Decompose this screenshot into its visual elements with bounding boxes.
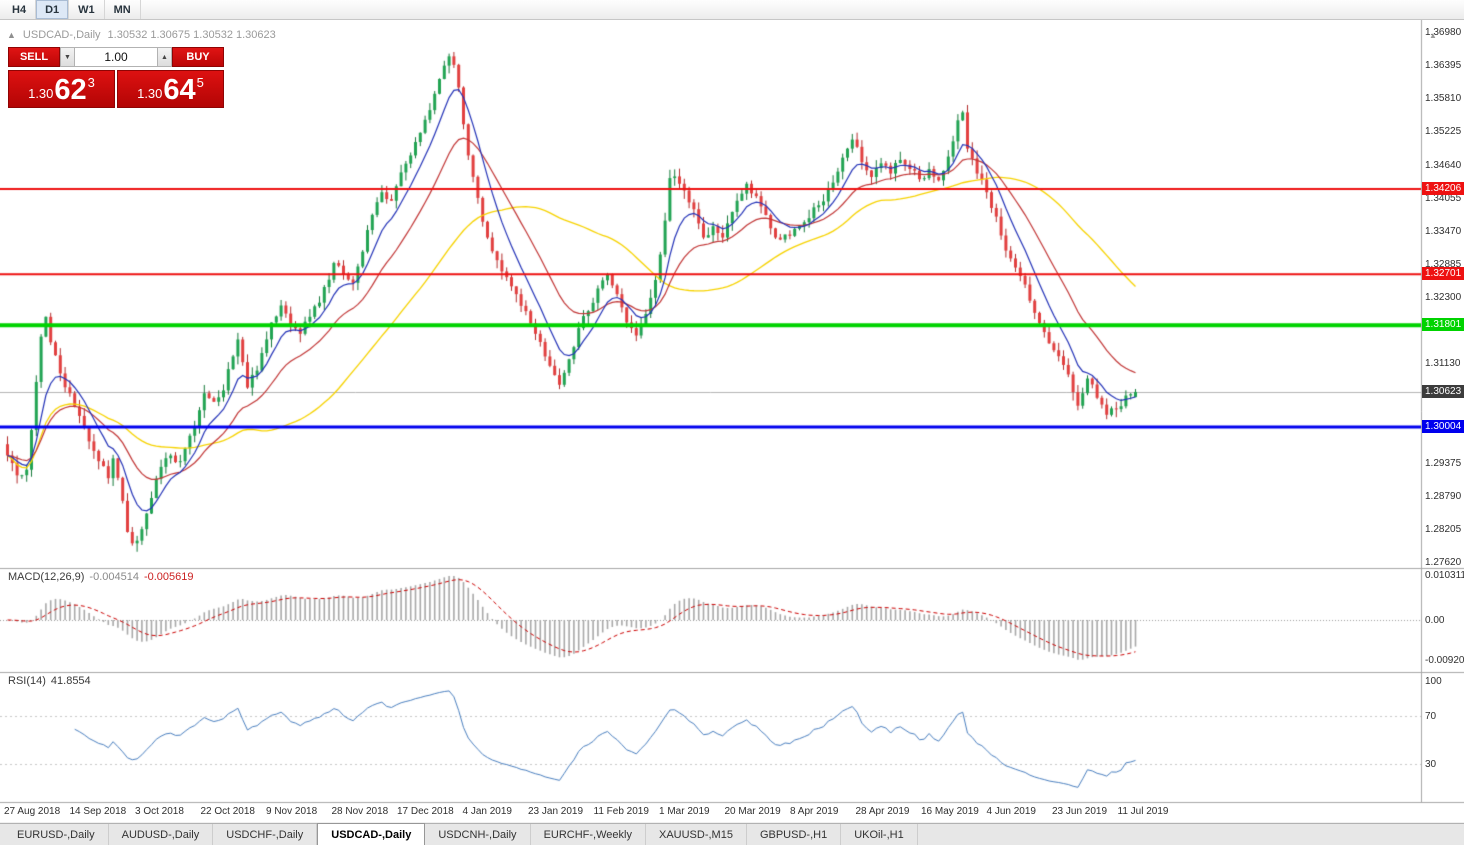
trade-panel-toggle-icon[interactable]: ▲: [7, 30, 16, 40]
macd-name: MACD(12,26,9): [8, 571, 85, 583]
timeframe-button-w1[interactable]: W1: [69, 0, 105, 19]
date-axis-label: 17 Dec 2018: [397, 806, 454, 817]
chart-shift-icon[interactable]: ▲: [1429, 31, 1437, 40]
macd-signal-value: -0.005619: [143, 571, 194, 583]
price-axis-tick: 1.33470: [1425, 225, 1462, 237]
price-axis-tick: 1.35810: [1425, 93, 1462, 105]
hline-price-tag: 1.30004: [1422, 420, 1464, 433]
date-axis-label: 11 Feb 2019: [593, 806, 649, 817]
timeframe-toolbar: H4 D1 W1 MN: [0, 0, 1464, 20]
rsi-axis-tick: 100: [1425, 676, 1442, 687]
macd-main-value: -0.004514: [89, 571, 139, 583]
price-axis-tick: 1.29375: [1425, 457, 1462, 469]
date-axis-label: 8 Apr 2019: [790, 806, 839, 817]
up-arrow-icon: ▲: [161, 53, 168, 61]
macd-axis-tick: 0.00: [1425, 615, 1445, 626]
date-axis-label: 23 Jan 2019: [528, 806, 584, 817]
symbol-tab-bar: EURUSD-,Daily AUDUSD-,Daily USDCHF-,Daily U…: [0, 823, 1464, 845]
symbol-tab-usdchfdaily[interactable]: USDCHF-,Daily: [213, 824, 318, 845]
rsi-axis-tick: 30: [1425, 758, 1437, 770]
price-axis-tick: 1.34055: [1425, 192, 1462, 204]
date-axis-label: 4 Jan 2019: [462, 806, 513, 817]
sell-button[interactable]: SELL: [8, 47, 60, 67]
timeframe-button-h4[interactable]: H4: [3, 0, 37, 19]
date-axis-label: 28 Nov 2018: [331, 806, 389, 817]
date-axis-label: 27 Aug 2018: [4, 806, 61, 817]
symbol-tab-xauusdm15[interactable]: XAUUSD-,M15: [646, 824, 747, 845]
rsi-name: RSI(14): [8, 675, 46, 687]
chart-title: ▲ USDCAD-,Daily 1.30532 1.30675 1.30532 …: [7, 29, 276, 41]
price-chart-canvas[interactable]: [0, 20, 1464, 822]
chart-ohlc-values: 1.30532 1.30675 1.30532 1.30623: [107, 29, 276, 41]
macd-axis-tick: 0.010311: [1425, 570, 1464, 582]
rsi-value: 41.8554: [50, 675, 91, 687]
hline-price-tag: 1.34206: [1422, 182, 1464, 196]
bid-price-tag: 1.30623: [1422, 384, 1464, 398]
date-axis-label: 20 Mar 2019: [724, 806, 781, 817]
date-axis-label: 11 Jul 2019: [1117, 806, 1169, 817]
timeframe-button-mn[interactable]: MN: [105, 0, 141, 19]
sell-price-figure: 1.30: [28, 86, 54, 101]
symbol-tab-eurchfweekly[interactable]: EURCHF-,Weekly: [531, 824, 646, 845]
buy-price-figure: 1.30: [137, 86, 163, 101]
buy-price-button[interactable]: 1.30 64 5: [117, 70, 224, 108]
buy-button[interactable]: BUY: [172, 47, 224, 67]
symbol-tab-usdcaddaily[interactable]: USDCAD-,Daily: [317, 823, 426, 845]
buy-price-pips: 64: [163, 74, 196, 107]
price-axis-tick: 1.27620: [1425, 557, 1462, 568]
price-axis-tick: 1.32885: [1425, 258, 1462, 270]
date-axis-label: 23 Jun 2019: [1052, 806, 1108, 817]
price-axis-tick: 1.36395: [1425, 60, 1462, 72]
sell-price-point: 3: [87, 75, 95, 90]
sell-price-button[interactable]: 1.30 62 3: [8, 70, 115, 108]
price-axis-tick: 1.35225: [1425, 126, 1462, 138]
price-axis-tick: 1.28205: [1425, 523, 1462, 535]
volume-increase-button[interactable]: ▲: [157, 47, 172, 67]
sell-price-pips: 62: [54, 74, 87, 107]
one-click-trade-panel: SELL ▼ ▲ BUY 1.30 62 3 1.30 64 5: [8, 47, 224, 108]
timeframe-button-d1[interactable]: D1: [36, 0, 70, 19]
down-arrow-icon: ▼: [64, 53, 71, 61]
date-axis-label: 16 May 2019: [921, 806, 979, 817]
date-axis-label: 3 Oct 2018: [135, 806, 184, 817]
price-axis-tick: 1.31130: [1425, 358, 1461, 370]
volume-input[interactable]: [75, 47, 157, 67]
price-axis-tick: 1.32300: [1425, 292, 1462, 303]
buy-price-point: 5: [196, 75, 204, 90]
symbol-tab-audusddaily[interactable]: AUDUSD-,Daily: [109, 824, 214, 845]
symbol-tab-eurusddaily[interactable]: EURUSD-,Daily: [4, 824, 109, 845]
hline-price-tag: 1.32701: [1422, 267, 1464, 281]
chart-window: ▲ USDCAD-,Daily 1.30532 1.30675 1.30532 …: [0, 20, 1464, 822]
rsi-indicator-label: RSI(14) 41.8554: [8, 675, 91, 687]
date-axis-label: 28 Apr 2019: [855, 806, 910, 817]
macd-indicator-label: MACD(12,26,9) -0.004514 -0.005619: [8, 571, 194, 583]
date-axis-label: 14 Sep 2018: [69, 806, 127, 817]
date-axis-label: 1 Mar 2019: [659, 806, 710, 817]
price-axis-tick: 1.36980: [1425, 27, 1462, 38]
date-axis-label: 9 Nov 2018: [266, 806, 318, 817]
macd-axis-tick: -0.009203: [1425, 654, 1464, 666]
volume-decrease-button[interactable]: ▼: [60, 47, 75, 67]
price-axis-tick: 1.34640: [1425, 159, 1462, 171]
date-axis-label: 4 Jun 2019: [986, 806, 1037, 817]
symbol-tab-gbpusdh1[interactable]: GBPUSD-,H1: [747, 824, 842, 845]
date-axis-label: 22 Oct 2018: [200, 806, 255, 817]
chart-symbol-title: USDCAD-,Daily: [22, 29, 101, 41]
hline-price-tag: 1.31801: [1422, 318, 1464, 332]
symbol-tab-usdcnhdaily[interactable]: USDCNH-,Daily: [425, 824, 531, 845]
symbol-tab-ukoilh1[interactable]: UKOil-,H1: [841, 824, 918, 845]
rsi-axis-tick: 70: [1425, 711, 1437, 723]
price-axis-tick: 1.28790: [1425, 490, 1462, 502]
